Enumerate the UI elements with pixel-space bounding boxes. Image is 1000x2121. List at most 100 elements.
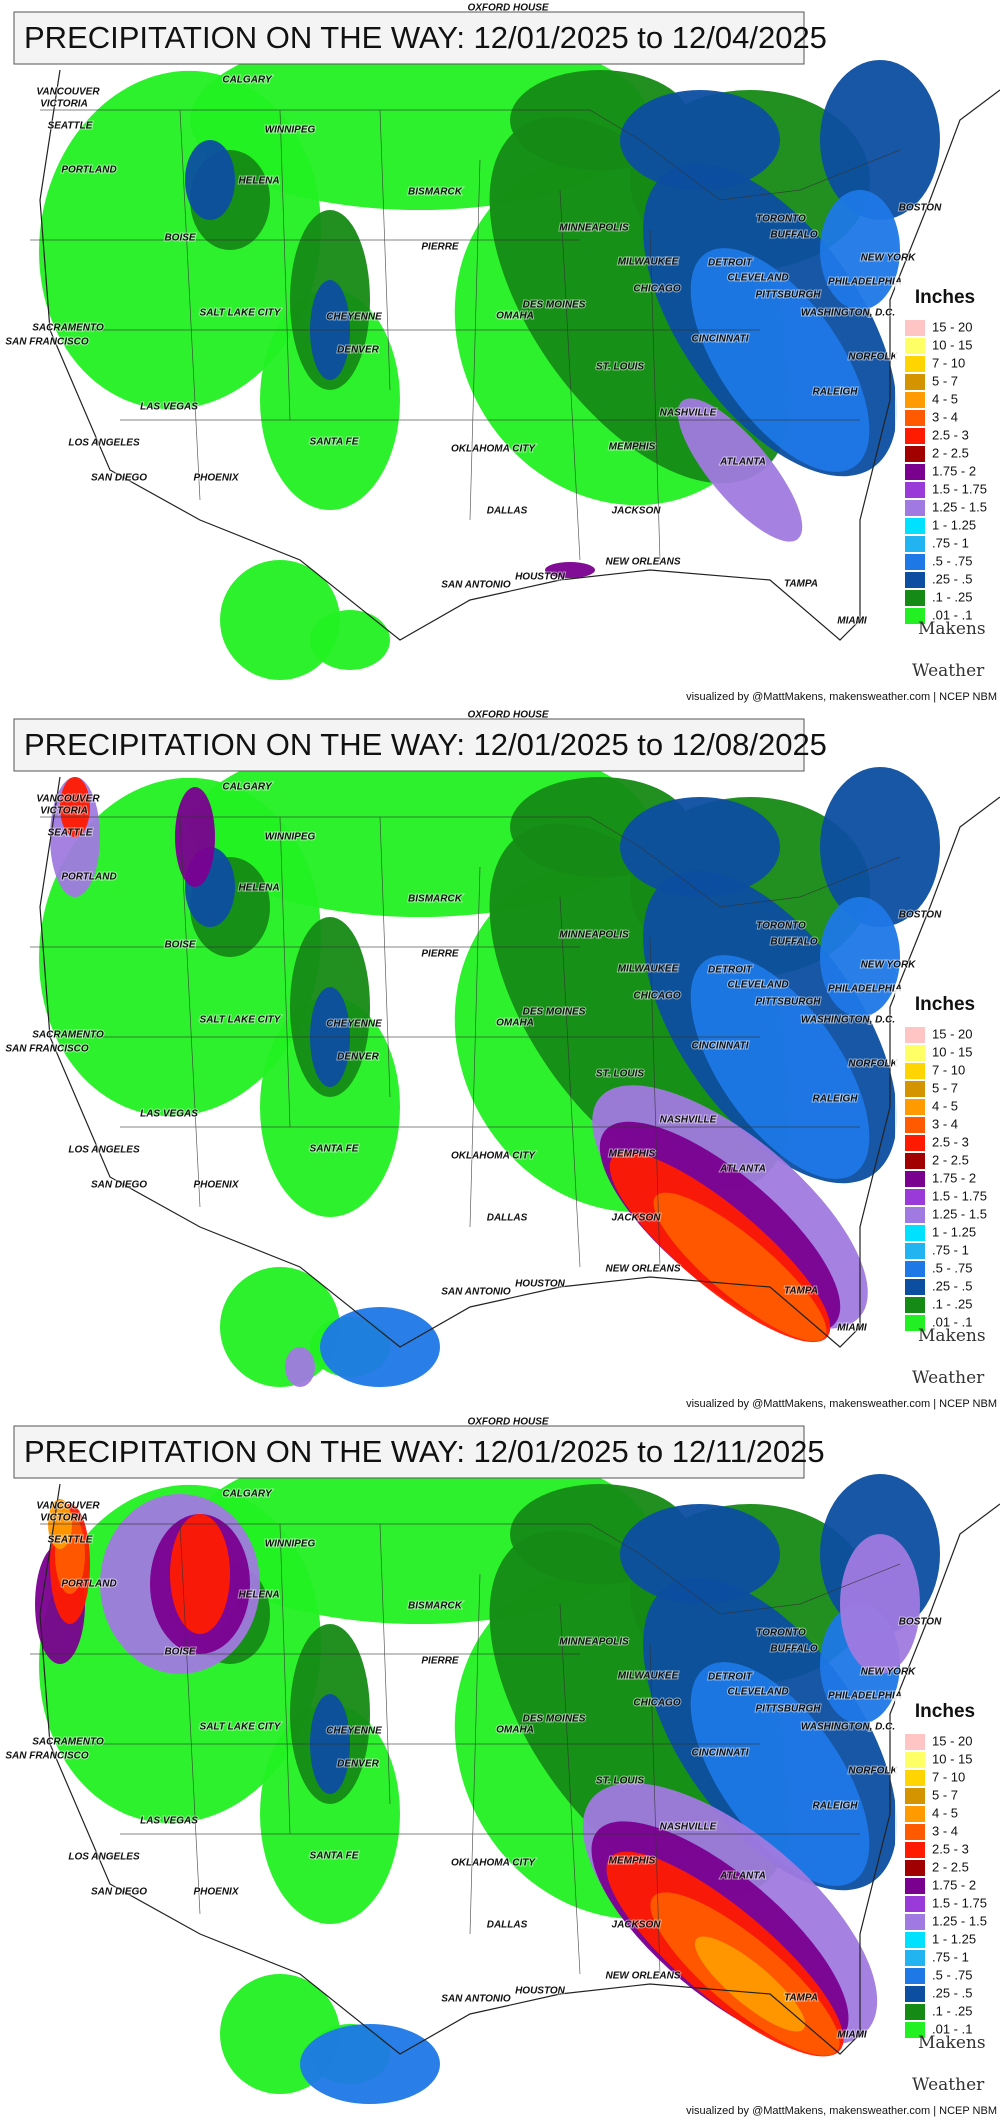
legend-swatch xyxy=(905,1860,925,1876)
city-label: PHILADELPHIA xyxy=(828,984,902,995)
city-label: NEW ORLEANS xyxy=(606,557,681,568)
city-label: DENVER xyxy=(337,345,379,356)
city-label: PORTLAND xyxy=(61,1579,116,1590)
city-label: HOUSTON xyxy=(515,572,566,583)
city-label: MILWAUKEE xyxy=(618,257,679,268)
city-label: CHICAGO xyxy=(633,284,680,295)
precip-area xyxy=(677,398,803,542)
legend-label: 2.5 - 3 xyxy=(932,1841,969,1856)
legend-label: 1.5 - 1.75 xyxy=(932,1188,987,1203)
legend-label: 7 - 10 xyxy=(932,1769,965,1784)
legend-swatch xyxy=(905,1824,925,1840)
city-label: PHILADELPHIA xyxy=(828,277,902,288)
legend-label: 7 - 10 xyxy=(932,1062,965,1077)
legend-swatch xyxy=(905,1950,925,1966)
city-label: LAS VEGAS xyxy=(140,1109,198,1120)
legend-label: 1.75 - 2 xyxy=(932,1170,976,1185)
precip-area xyxy=(260,1704,400,1924)
city-label: PHILADELPHIA xyxy=(828,1691,902,1702)
city-label: MIAMI xyxy=(837,2030,867,2041)
city-label: PIERRE xyxy=(421,1656,459,1667)
precip-area xyxy=(300,2024,440,2104)
legend-label: 4 - 5 xyxy=(932,1098,958,1113)
city-label: DALLAS xyxy=(487,1920,528,1931)
precip-area xyxy=(690,955,870,1179)
legend-label: .1 - .25 xyxy=(932,1296,972,1311)
legend-label: 2 - 2.5 xyxy=(932,1859,969,1874)
precip-area xyxy=(690,248,870,472)
city-label: HOUSTON xyxy=(515,1986,566,1997)
city-label: CALGARY xyxy=(222,782,273,793)
borders xyxy=(30,816,901,1268)
city-label: RALEIGH xyxy=(813,1094,859,1105)
legend-swatch xyxy=(905,482,925,498)
city-label: MEMPHIS xyxy=(609,442,656,453)
city-label: DES MOINES xyxy=(523,1007,586,1018)
legend-title: Inches xyxy=(915,1701,975,1722)
title-box xyxy=(13,718,805,772)
precip-area xyxy=(820,897,900,1017)
legend-label: .25 - .5 xyxy=(932,1985,972,2000)
precip-area xyxy=(260,290,400,510)
city-label: CINCINNATI xyxy=(691,1041,748,1052)
city-label: JACKSON xyxy=(612,1920,662,1931)
legend-swatch xyxy=(905,1081,925,1097)
city-label: LOS ANGELES xyxy=(68,1145,140,1156)
city-label: CHEYENNE xyxy=(326,1019,382,1030)
city-label: OKLAHOMA CITY xyxy=(451,1151,536,1162)
city-label: PITTSBURGH xyxy=(756,997,822,1008)
city-label: DALLAS xyxy=(487,506,528,517)
legend-swatch xyxy=(905,428,925,444)
city-label: BOSTON xyxy=(899,1617,942,1628)
legend-swatch xyxy=(905,608,925,624)
city-label: CHICAGO xyxy=(633,1698,680,1709)
legend-label: 2.5 - 3 xyxy=(932,1134,969,1149)
city-label: NEW ORLEANS xyxy=(606,1264,681,1275)
legend-swatch xyxy=(905,1099,925,1115)
precip-area xyxy=(653,1192,827,1342)
legend-label: .5 - .75 xyxy=(932,1260,972,1275)
legend-label: 1 - 1.25 xyxy=(932,1224,976,1239)
city-label: BUFFALO xyxy=(770,230,817,241)
city-label: LAS VEGAS xyxy=(140,402,198,413)
legend-label: .01 - .1 xyxy=(932,607,972,622)
precip-area xyxy=(820,190,900,310)
legend-label: .01 - .1 xyxy=(932,2021,972,2036)
panel-title: PRECIPITATION ON THE WAY: 12/01/2025 to … xyxy=(24,727,827,762)
city-label: SANTA FE xyxy=(310,437,359,448)
city-label: VICTORIA xyxy=(40,1513,88,1524)
city-label: JACKSON xyxy=(612,506,662,517)
city-label: RALEIGH xyxy=(813,387,859,398)
logo-text: Makens xyxy=(918,619,986,639)
legend-label: .01 - .1 xyxy=(932,1314,972,1329)
legend-swatch xyxy=(905,1788,925,1804)
city-label: PHOENIX xyxy=(193,473,239,484)
city-label: MIAMI xyxy=(837,1323,867,1334)
city-label: WINNIPEG xyxy=(265,125,316,136)
city-label: RALEIGH xyxy=(813,1801,859,1812)
city-label: SALT LAKE CITY xyxy=(200,1015,282,1026)
city-label: VICTORIA xyxy=(40,806,88,817)
legend-swatch xyxy=(905,464,925,480)
city-label: DES MOINES xyxy=(523,1714,586,1725)
city-label: MEMPHIS xyxy=(609,1149,656,1160)
city-label: TAMPA xyxy=(784,1993,818,2004)
city-label: ST. LOUIS xyxy=(596,1069,644,1080)
legend-label: 7 - 10 xyxy=(932,355,965,370)
city-label: ATLANTA xyxy=(719,1871,766,1882)
legend-swatch xyxy=(905,500,925,516)
city-label: VICTORIA xyxy=(40,99,88,110)
city-label: LAS VEGAS xyxy=(140,1816,198,1827)
city-label: SAN FRANCISCO xyxy=(5,1751,89,1762)
legend-swatch xyxy=(905,1770,925,1786)
city-label: CLEVELAND xyxy=(727,273,788,284)
city-label: TORONTO xyxy=(756,921,806,932)
city-label: CALGARY xyxy=(222,75,273,86)
legend-label: 10 - 15 xyxy=(932,337,972,352)
city-label: PITTSBURGH xyxy=(756,1704,822,1715)
precip-area xyxy=(220,560,340,680)
legend-label: 4 - 5 xyxy=(932,1805,958,1820)
city-label: ST. LOUIS xyxy=(596,1776,644,1787)
panel-title: PRECIPITATION ON THE WAY: 12/01/2025 to … xyxy=(24,1434,825,1469)
legend-label: 10 - 15 xyxy=(932,1044,972,1059)
